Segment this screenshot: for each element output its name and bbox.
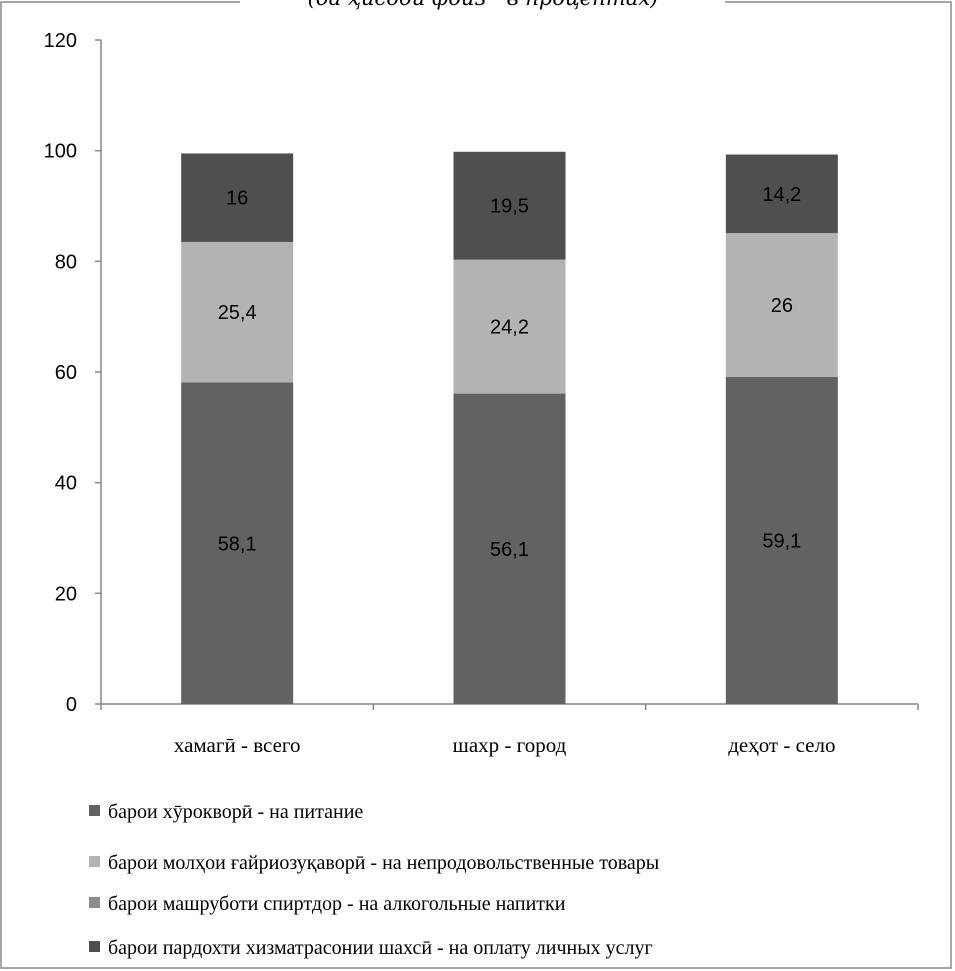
y-tick-label: 20: [55, 583, 77, 605]
legend-swatch: [89, 897, 100, 908]
category-label: хамагӣ - всего: [174, 733, 301, 757]
category-label: деҳот - село: [728, 733, 835, 757]
legend-label: барои хӯрокворӣ - на питание: [108, 801, 363, 823]
y-axis: 0 20 40 60 80 100 120: [44, 30, 102, 716]
data-label: 24,2: [490, 317, 529, 339]
legend: барои хӯрокворӣ - на питание барои молҳои…: [89, 801, 659, 959]
legend-swatch: [89, 805, 100, 816]
chart-subtitle: (ба ҳисоби фоиз - в процентах): [308, 0, 659, 10]
legend-swatch: [89, 856, 100, 867]
data-label: 59,1: [762, 530, 801, 552]
y-tick-label: 80: [55, 251, 77, 273]
bar-segment: [181, 153, 294, 242]
bar-segment: [725, 154, 838, 234]
bar-segment: [453, 259, 566, 394]
legend-swatch: [89, 941, 100, 952]
legend-label: барои машруботи спиртдор - на алкогольны…: [108, 893, 566, 915]
bar-segment: [453, 393, 566, 704]
y-tick-label: 100: [44, 141, 77, 163]
subtitle-mask: [240, 0, 725, 12]
data-label: 14,2: [762, 184, 801, 206]
data-label: 19,5: [490, 196, 529, 218]
data-label: 16: [226, 188, 248, 210]
category-label: шахр - город: [453, 733, 567, 757]
y-tick-label: 60: [55, 362, 77, 384]
y-tick-label: 40: [55, 473, 77, 495]
bar-segment: [725, 233, 838, 377]
bar-segment: [453, 151, 566, 260]
data-label: 26: [771, 295, 793, 317]
y-tick-label: 0: [66, 694, 77, 716]
bars: 58,1 25,4 16 56,1 24,2 19,5 59,1 26 14,2: [181, 151, 838, 704]
data-label: 56,1: [490, 539, 529, 561]
data-label: 58,1: [218, 533, 257, 555]
bar-segment: [181, 382, 294, 704]
bar-segment: [181, 241, 294, 383]
y-tick-label: 120: [44, 30, 77, 52]
bar-segment: [725, 376, 838, 704]
data-label: 25,4: [218, 302, 257, 324]
legend-label: барои пардохти хизматрасонии шахсӣ - на …: [108, 937, 653, 959]
legend-label: барои молҳои ғайриозуқаворӣ - на непродо…: [108, 852, 659, 874]
